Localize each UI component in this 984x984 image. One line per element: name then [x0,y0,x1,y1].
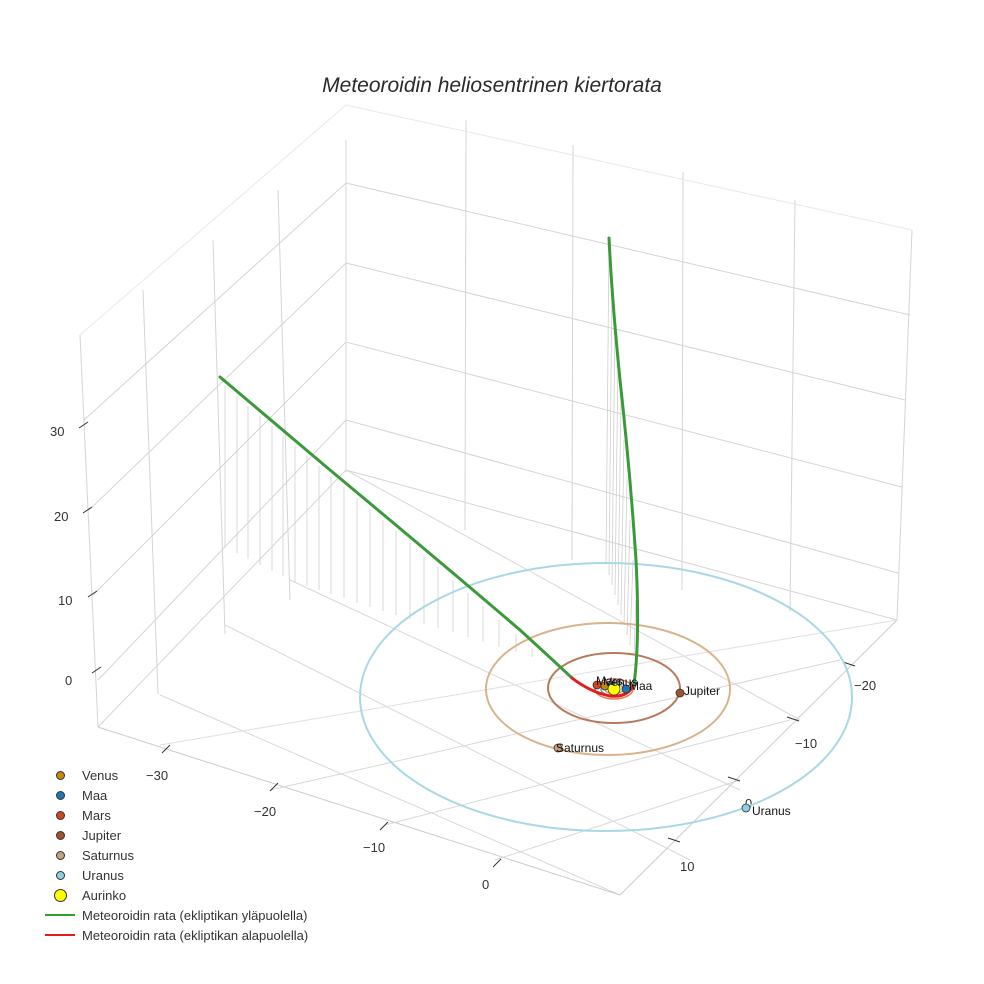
grid-lines [79,104,913,896]
trajectory-above-ecliptic-left [218,375,574,680]
body-labels: Mars Venus Maa Jupiter Saturnus Uranus [556,674,791,818]
y-tick-minus20: −20 [854,678,876,693]
legend-label: Jupiter [82,827,122,843]
legend-marker-icon [53,888,67,902]
jupiter-label: Jupiter [684,684,720,698]
x-tick-minus30: −30 [146,768,168,783]
z-tick-0: 0 [65,673,72,688]
saturnus-orbit [485,622,731,756]
legend-label: Mars [82,807,111,823]
legend-item[interactable]: Mars [40,805,308,825]
z-axis: 30 20 10 0 [50,421,102,688]
legend-label: Aurinko [82,887,127,903]
legend-item[interactable]: Saturnus [40,845,308,865]
maa-label: Maa [629,679,653,693]
jupiter-orbit [547,652,681,724]
legend-label: Meteoroidin rata (ekliptikan alapuolella… [82,927,309,943]
saturnus-label: Saturnus [556,741,604,755]
venus-label: Venus [604,675,637,689]
x-tick-0: 0 [482,877,489,892]
legend-item[interactable]: Meteoroidin rata (ekliptikan alapuolella… [40,925,308,945]
drop-lines [224,239,637,657]
bodies [553,680,751,813]
z-tick-30: 30 [50,424,64,439]
uranus-orbit [359,562,853,832]
legend-item[interactable]: Jupiter [40,825,308,845]
x-axis: −30 −20 −10 0 [146,744,502,892]
legend-marker-icon [55,850,65,860]
maa-marker [621,684,631,694]
z-tick-10: 10 [58,593,72,608]
uranus-marker [741,803,751,813]
y-tick-10: 10 [680,859,694,874]
saturnus-marker [553,743,563,753]
legend-item[interactable]: Aurinko [40,885,308,905]
legend-line-icon [45,934,75,936]
legend-label: Uranus [82,867,124,883]
jupiter-marker [675,688,685,698]
legend-marker-icon [55,870,65,880]
legend-line-icon [45,914,75,916]
legend-label: Venus [82,767,119,783]
legend-item[interactable]: Meteoroidin rata (ekliptikan yläpuolella… [40,905,308,925]
y-axis: −20 −10 0 10 [667,661,876,874]
trajectory-above-ecliptic-right [607,236,640,686]
legend-item[interactable]: Uranus [40,865,308,885]
legend-label: Maa [82,787,108,803]
uranus-label: Uranus [752,804,791,818]
x-tick-minus10: −10 [363,840,385,855]
z-tick-20: 20 [54,509,68,524]
legend: Venus Maa Mars Jupiter Saturnus Uranus Aurinko… [40,765,308,945]
x-tick-minus20: −20 [254,804,276,819]
legend-item[interactable]: Venus [40,765,308,785]
chart-title: Meteoroidin heliosentrinen kiertorata [322,74,662,97]
legend-marker-icon [55,830,65,840]
y-tick-minus10: −10 [795,736,817,751]
legend-label: Saturnus [82,847,135,863]
legend-marker-icon [55,810,65,820]
mars-orbit [594,678,634,700]
legend-label: Meteoroidin rata (ekliptikan yläpuolella… [82,907,308,923]
legend-marker-icon [55,790,65,800]
legend-marker-icon [55,770,65,780]
y-tick-0: 0 [745,796,752,811]
sun-marker [607,682,621,696]
legend-item[interactable]: Maa [40,785,308,805]
mars-label: Mars [596,674,623,688]
orbits [359,562,853,832]
